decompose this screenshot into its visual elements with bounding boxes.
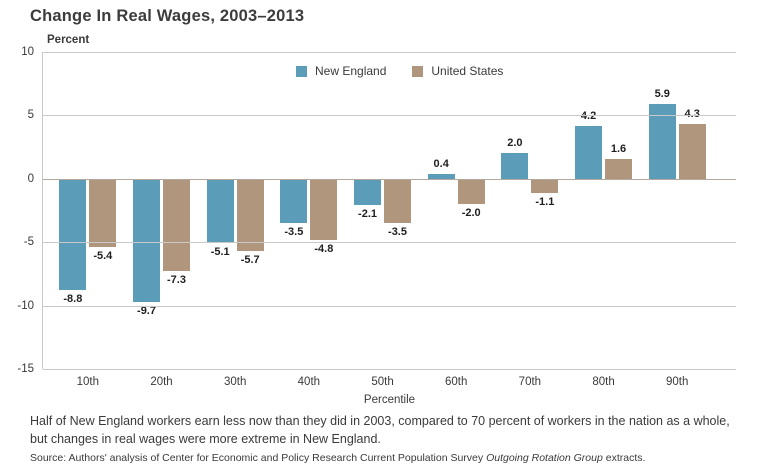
bar-united-states [605, 158, 633, 179]
bar-group-30th: -5.1 -5.7 30th [198, 52, 272, 388]
chart-title: Change In Real Wages, 2003–2013 [30, 7, 305, 25]
zero-gridline [43, 178, 736, 180]
x-tick-label: 60th [445, 376, 468, 388]
y-tick-label: -5 [23, 236, 34, 249]
bar-value-label: -4.8 [314, 242, 334, 255]
plot-area: New England United States -8.8 -5.4 10th -9.… [42, 52, 736, 406]
legend-swatch [296, 65, 307, 77]
bar-value-label: -1.1 [535, 195, 555, 208]
bar-new-england [354, 178, 382, 206]
bar-group-80th: 4.2 1.6 80th [567, 52, 641, 388]
bar-value-label: -2.1 [358, 208, 378, 221]
bar-value-label: -2.0 [461, 207, 481, 220]
x-tick-label: 80th [592, 376, 615, 388]
x-tick-label: 20th [150, 376, 173, 388]
bar-new-england [59, 178, 87, 291]
x-tick-label: 10th [76, 376, 100, 388]
y-axis-unit-label: Percent [47, 34, 90, 46]
source-prefix: Source: Authors' analysis of Center for … [30, 452, 487, 464]
y-axis-tick-labels: 10 5 0 -5 -10 -15 [0, 46, 36, 375]
bar-value-label: -8.8 [63, 293, 83, 306]
bar-group-70th: 2.0 -1.1 70th [493, 52, 567, 388]
bar-value-label: -5.7 [240, 254, 260, 267]
bar-value-label: -5.1 [210, 246, 230, 259]
y-tick-label: -15 [17, 363, 34, 375]
y-tick-label: 5 [27, 109, 34, 122]
bar-new-england [133, 178, 160, 302]
bar-united-states [678, 124, 706, 179]
y-tick-label: 0 [27, 172, 34, 185]
bar-united-states [531, 178, 559, 193]
bar-group-10th: -8.8 -5.4 10th [51, 52, 125, 388]
source-line: Source: Authors' analysis of Center for … [30, 452, 744, 464]
x-tick-label: 90th [666, 376, 689, 388]
legend-label: New England [315, 64, 387, 78]
bar-new-england [206, 178, 234, 244]
x-tick-label: 40th [297, 376, 321, 388]
bar-group-20th: -9.7 -7.3 20th [125, 52, 199, 388]
bar-value-label: 4.3 [684, 108, 700, 121]
bar-value-label: 0.4 [433, 157, 449, 170]
footnote-text: Half of New England workers earn less no… [30, 414, 730, 447]
bar-value-label: 1.6 [610, 142, 627, 155]
source-suffix: extracts. [602, 452, 646, 464]
legend-swatch [412, 65, 424, 77]
bar-value-label: -9.7 [137, 304, 156, 317]
gridline [43, 242, 736, 244]
bar-group-90th: 5.9 4.3 90th [640, 52, 714, 388]
bar-new-england [575, 125, 603, 179]
legend: New England United States [296, 64, 503, 78]
x-axis-title: Percentile [363, 394, 416, 406]
gridline [43, 115, 736, 117]
bar-value-label: 5.9 [654, 88, 670, 100]
bar-new-england [501, 153, 529, 179]
y-tick-label: 10 [21, 46, 34, 58]
gridline [43, 52, 736, 53]
x-tick-label: 70th [518, 376, 542, 388]
bar-group-50th: -2.1 -3.5 50th [346, 52, 420, 388]
bar-united-states [457, 178, 485, 205]
bar-united-states [236, 178, 264, 252]
bar-value-label: -5.4 [93, 250, 113, 263]
x-tick-label: 30th [223, 376, 247, 388]
bar-new-england [648, 104, 676, 179]
gridline [43, 305, 736, 307]
bar-united-states [384, 178, 412, 224]
bar-new-england [280, 178, 308, 224]
bar-groups: -8.8 -5.4 10th -9.7 -7.3 20th -5.1 -5.7 30th -3.5… [43, 52, 736, 388]
bar-value-label: -7.3 [167, 274, 186, 287]
gridline [43, 369, 736, 370]
x-tick-label: 50th [371, 376, 394, 388]
legend-item: New England [296, 64, 386, 78]
bar-value-label: -3.5 [388, 226, 407, 239]
source-italic: Outgoing Rotation Group [486, 452, 603, 464]
bar-united-states [310, 178, 338, 240]
bar-value-label: 2.0 [507, 137, 523, 150]
legend-item: United States [412, 64, 503, 78]
bar-group-60th: 0.4 -2.0 60th [419, 52, 493, 388]
y-tick-label: -10 [17, 299, 34, 312]
bar-united-states [89, 178, 117, 248]
bar-value-label: -3.5 [284, 226, 304, 239]
bar-united-states [163, 178, 190, 272]
bar-new-england [427, 173, 455, 179]
legend-label: United States [431, 64, 504, 78]
bar-group-40th: -3.5 -4.8 40th [272, 52, 346, 388]
